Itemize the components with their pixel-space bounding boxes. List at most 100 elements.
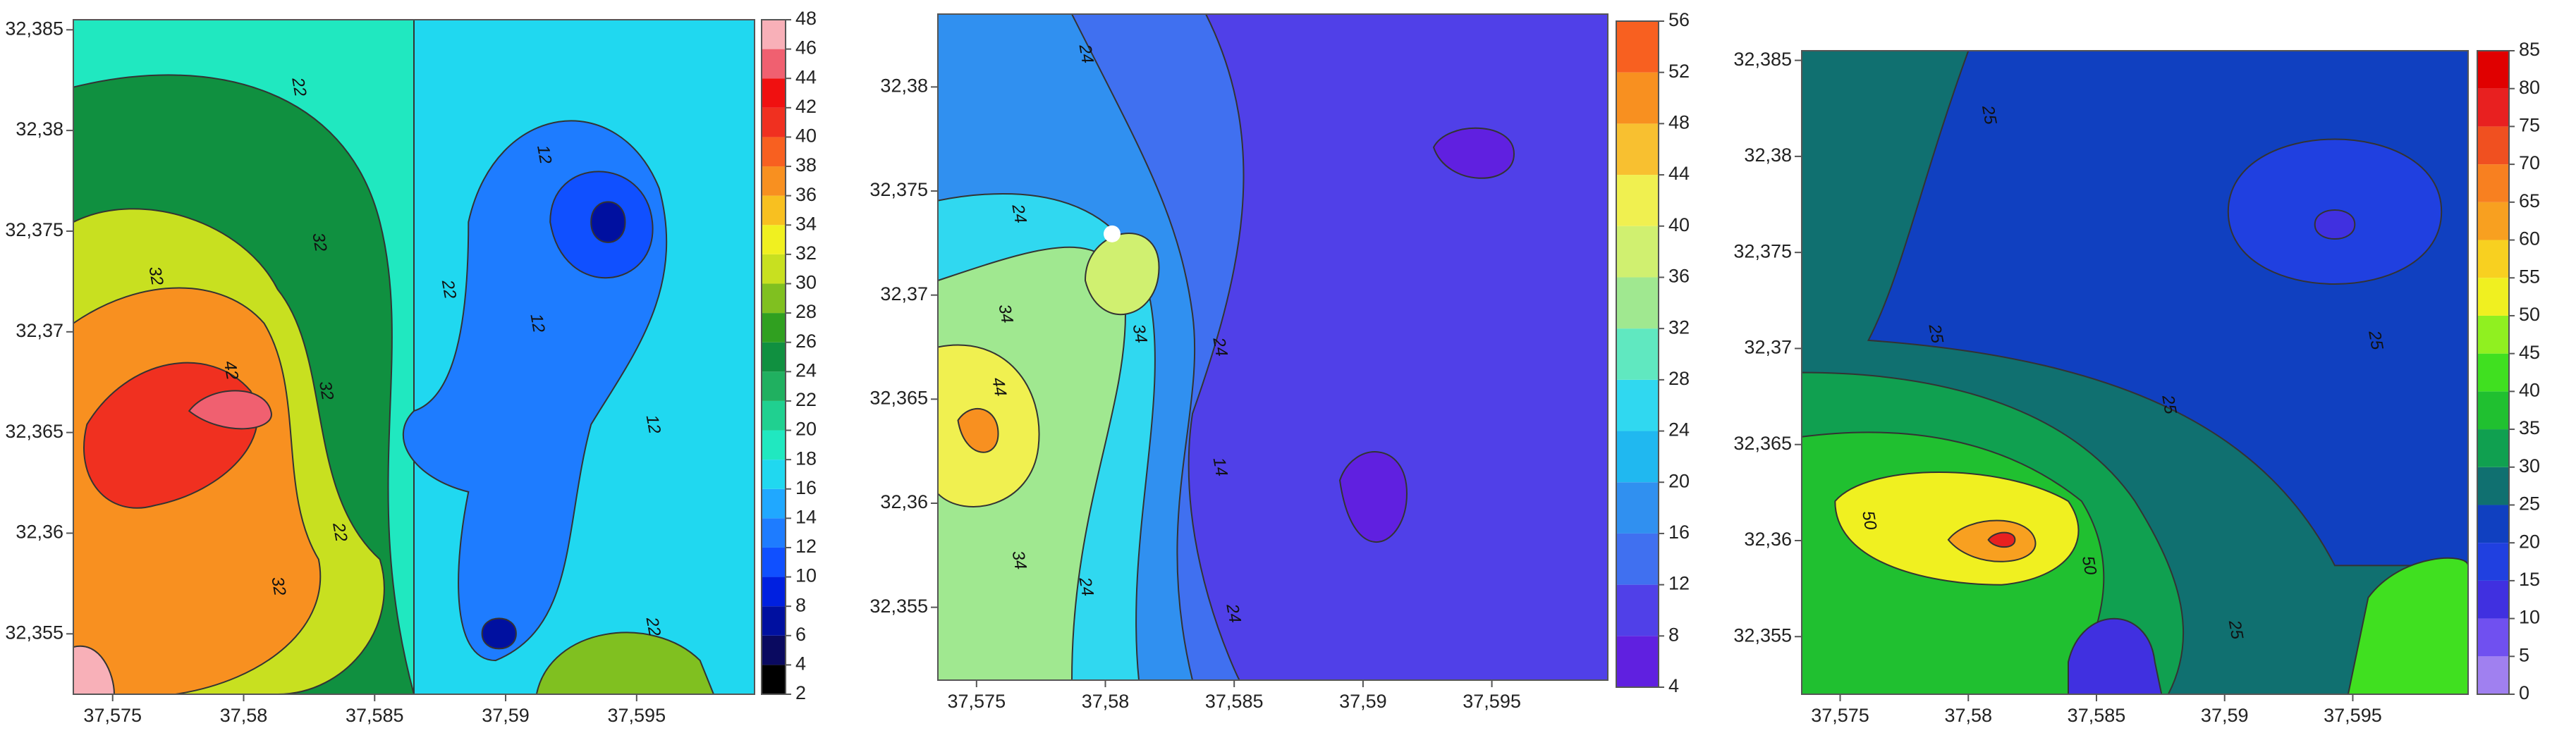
y-tick-label: 32,38: [1744, 144, 1792, 166]
contour-label: 50: [2078, 555, 2100, 577]
colorbar-label: 34: [795, 213, 817, 234]
colorbar-band: [762, 166, 786, 196]
colorbar-band: [1616, 636, 1659, 687]
colorbar-band: [2477, 240, 2509, 278]
contour-label: 22: [438, 278, 460, 300]
colorbar-label: 4: [1668, 675, 1679, 696]
contour-label: 24: [1222, 602, 1244, 624]
contour-label: 25: [2364, 328, 2387, 352]
colorbar-label: 32: [1668, 316, 1690, 338]
plot-frame: [73, 19, 755, 695]
contour-band: [590, 201, 626, 243]
colorbar-band: [762, 665, 786, 694]
colorbar-band: [762, 430, 786, 460]
colorbar-label: 36: [1668, 266, 1690, 287]
x-tick-label: 37,59: [2201, 705, 2249, 726]
colorbar-band: [2477, 202, 2509, 240]
contour-label: 12: [642, 414, 664, 436]
colorbar-label: 20: [2519, 531, 2540, 552]
x-tick-label: 37,59: [1339, 691, 1387, 712]
colorbar-label: 24: [1668, 419, 1690, 441]
colorbar-label: 15: [2519, 569, 2540, 590]
colorbar-label: 28: [795, 301, 817, 322]
contour-band: [188, 390, 272, 430]
colorbar-band: [1616, 379, 1659, 431]
colorbar-band: [2477, 126, 2509, 165]
colorbar-band: [762, 577, 786, 607]
colorbar-label: 42: [795, 96, 817, 117]
x-tick-label: 37,585: [2068, 705, 2126, 726]
contour-label: 32: [308, 231, 330, 253]
colorbar-band: [1616, 226, 1659, 278]
colorbar-label: 46: [795, 37, 817, 58]
colorbar-band: [1616, 277, 1659, 329]
y-tick-label: 32,365: [5, 421, 63, 442]
colorbar-label: 40: [1668, 214, 1690, 235]
colorbar-label: 12: [795, 536, 817, 557]
colorbar-label: 48: [795, 8, 817, 29]
colorbar-band: [762, 518, 786, 548]
contour-band: [2314, 209, 2356, 240]
marker-dot: [1104, 225, 1121, 242]
contour-band: [1084, 233, 1160, 316]
colorbar-band: [762, 195, 786, 226]
colorbar-band: [762, 49, 786, 79]
colorbar-label: 6: [795, 624, 806, 645]
colorbar-band: [762, 460, 786, 489]
colorbar-band: [1616, 584, 1659, 636]
colorbar-label: 20: [1668, 470, 1690, 491]
colorbar-label: 75: [2519, 115, 2540, 136]
colorbar-band: [762, 20, 786, 49]
colorbar-label: 16: [795, 477, 817, 498]
contour-label: 22: [329, 521, 350, 543]
contour-label: 32: [315, 380, 337, 402]
contour-label: 12: [526, 312, 548, 334]
contour-label: 24: [1008, 202, 1030, 225]
colorbar-band: [2477, 278, 2509, 316]
y-tick-label: 32,37: [16, 320, 63, 341]
colorbar-label: 4: [795, 653, 806, 675]
x-tick-label: 37,59: [482, 705, 530, 726]
x-tick-label: 37,58: [1082, 691, 1130, 712]
colorbar-label: 40: [2519, 379, 2540, 400]
colorbar-label: 24: [795, 359, 817, 381]
plot-frame: [1801, 50, 2469, 695]
colorbar-label: 44: [795, 66, 817, 87]
contour-label: 44: [988, 376, 1010, 398]
y-tick-label: 32,355: [869, 596, 928, 617]
colorbar-band: [762, 137, 786, 167]
contour-band: [1987, 531, 2016, 548]
colorbar-band: [2477, 580, 2509, 619]
colorbar-band: [2477, 164, 2509, 202]
colorbar-label: 30: [795, 272, 817, 293]
colorbar-band: [2477, 429, 2509, 467]
colorbar-label: 20: [795, 419, 817, 440]
y-tick-label: 32,375: [1733, 240, 1792, 261]
colorbar-band: [762, 547, 786, 577]
colorbar-label: 8: [1668, 624, 1679, 645]
contour-label: 12: [533, 144, 555, 166]
contour-label: 14: [1209, 456, 1231, 478]
x-tick-label: 37,595: [2324, 705, 2382, 726]
colorbar-label: 52: [1668, 61, 1690, 82]
colorbar-band: [762, 488, 786, 519]
colorbar-label: 2: [795, 682, 806, 703]
y-tick-label: 32,38: [16, 118, 63, 140]
colorbar-band: [2477, 618, 2509, 657]
colorbar-band: [1616, 533, 1659, 585]
y-tick-label: 32,355: [1733, 624, 1792, 646]
colorbar-band: [762, 606, 786, 636]
contour-label: 34: [1008, 549, 1030, 571]
contour-label: 22: [288, 75, 310, 98]
colorbar-label: 55: [2519, 266, 2540, 287]
y-tick-label: 32,375: [869, 179, 928, 200]
colorbar-label: 56: [1668, 9, 1690, 30]
colorbar-frame: [761, 19, 786, 695]
colorbar-band: [762, 225, 786, 254]
colorbar-band: [2477, 315, 2509, 354]
contour-label: 32: [145, 265, 166, 287]
colorbar-band: [1616, 482, 1659, 534]
colorbar-band: [762, 371, 786, 401]
colorbar-band: [1616, 123, 1659, 175]
